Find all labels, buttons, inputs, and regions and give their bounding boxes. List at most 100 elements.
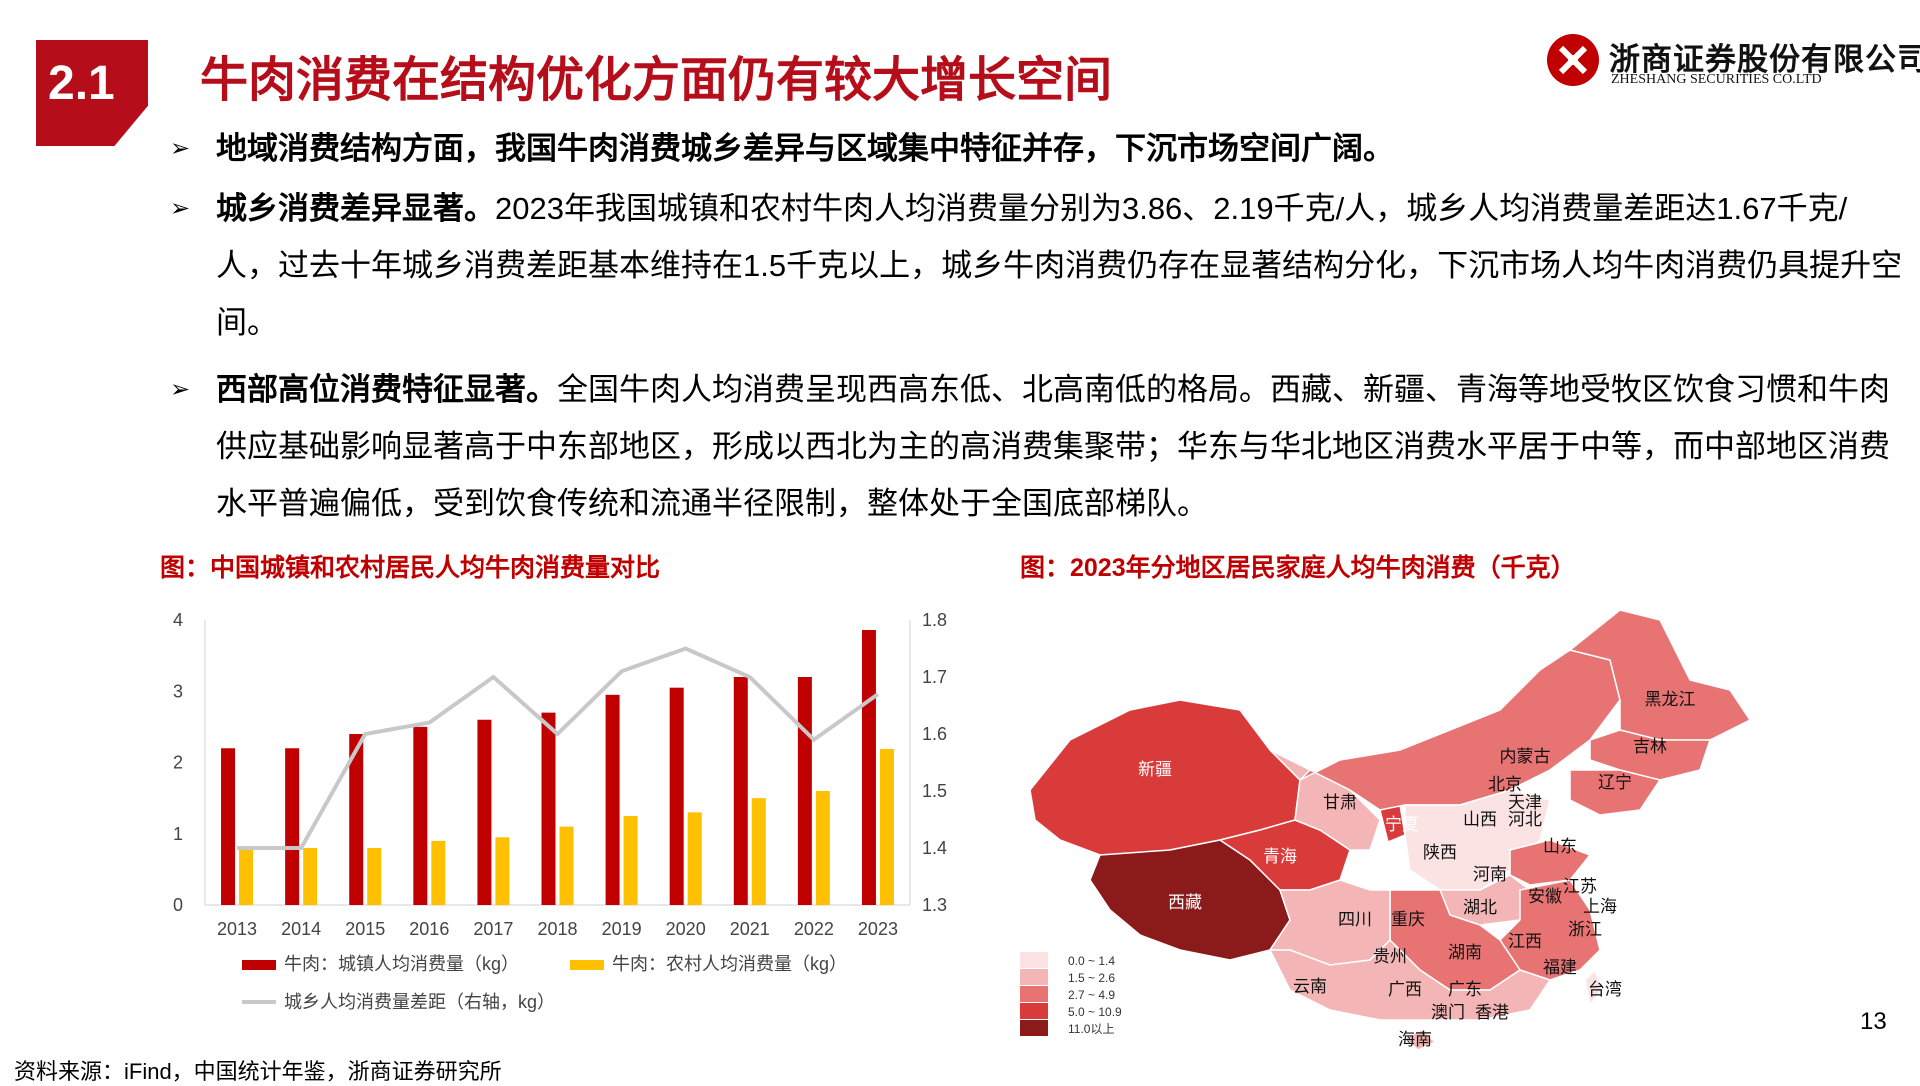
bar-urban xyxy=(285,748,300,905)
bar-rural xyxy=(687,812,702,905)
map-region-label: 台湾 xyxy=(1588,980,1622,999)
province-hainan xyxy=(1403,1029,1437,1050)
map-region-label: 北京 xyxy=(1488,775,1522,794)
x-tick-label: 2018 xyxy=(537,919,577,939)
bar-rural xyxy=(751,798,766,905)
province-east xyxy=(1499,879,1601,981)
map-region-label: 湖南 xyxy=(1448,943,1482,962)
bar-urban xyxy=(797,677,812,905)
map-region-label: 河南 xyxy=(1473,865,1507,884)
bar-urban xyxy=(221,748,236,905)
y-left-tick-label: 3 xyxy=(173,681,183,701)
page-number: 13 xyxy=(1860,1008,1887,1035)
legend-swatch-urban xyxy=(242,960,276,970)
bar-urban xyxy=(541,712,556,905)
source-note: 资料来源：iFind，中国统计年鉴，浙商证券研究所 xyxy=(14,1059,502,1084)
section-number-badge: 2.1 xyxy=(36,40,148,146)
map-region-label: 浙江 xyxy=(1568,920,1602,939)
map-region-label: 澳门 xyxy=(1431,1003,1465,1022)
x-tick-label: 2016 xyxy=(409,919,449,939)
legend-label-rural: 牛肉：农村人均消费量（kg） xyxy=(612,954,847,974)
map-region-label: 辽宁 xyxy=(1598,773,1632,792)
map-legend-swatch xyxy=(1020,986,1048,1002)
bullet-1-lead: 地域消费结构方面，我国牛肉消费城乡差异与区域集中特征并存，下沉市场空间广阔。 xyxy=(216,131,1394,166)
x-tick-label: 2020 xyxy=(666,919,706,939)
bullet-arrow-icon: ➢ xyxy=(170,135,191,162)
figure-right-title: 图：2023年分地区居民家庭人均牛肉消费（千克） xyxy=(1020,554,1576,582)
bar-rural xyxy=(431,840,446,905)
province-taiwan xyxy=(1584,968,1603,1007)
map-region-label: 江西 xyxy=(1508,932,1542,951)
map-legend-label: 1.5 ~ 2.6 xyxy=(1068,971,1115,985)
company-logo: 浙商证券股份有限公司 ZHESHANG SECURITIES CO.LTD xyxy=(1545,30,1920,92)
x-tick-label: 2022 xyxy=(794,919,834,939)
map-region-label: 贵州 xyxy=(1373,947,1407,966)
map-region-label: 青海 xyxy=(1263,847,1297,866)
map-legend-swatch xyxy=(1020,969,1048,985)
y-right-tick-label: 1.8 xyxy=(922,610,947,630)
x-tick-label: 2015 xyxy=(345,919,385,939)
beef-consumption-chart: 0 1 2 3 4 1.3 1.4 1.5 1.6 1.7 1.8 2013 2014 2015 2016 2… xyxy=(173,610,947,1012)
x-tick-label: 2023 xyxy=(858,919,898,939)
map-legend-swatch xyxy=(1020,952,1048,968)
bar-rural xyxy=(559,826,574,905)
map-region-label: 山东 xyxy=(1543,837,1577,856)
map-legend-label: 0.0 ~ 1.4 xyxy=(1068,954,1115,968)
map-legend-label: 2.7 ~ 4.9 xyxy=(1068,988,1115,1002)
map-region-label: 香港 xyxy=(1475,1003,1509,1022)
y-left-tick-label: 0 xyxy=(173,895,183,915)
map-region-label: 黑龙江 xyxy=(1645,690,1696,709)
map-region-label: 广东 xyxy=(1448,980,1482,999)
figure-left-title: 图：中国城镇和农村居民人均牛肉消费量对比 xyxy=(160,554,661,582)
legend-swatch-rural xyxy=(570,960,604,970)
bullet-3-body: 全国牛肉人均消费呈现西高东低、北高南低的格局。西藏、新疆、青海等地受牧区饮食习惯… xyxy=(216,372,1890,521)
bar-urban xyxy=(477,719,492,905)
gap-line xyxy=(237,646,880,850)
bar-rural xyxy=(303,848,318,905)
company-emblem-icon xyxy=(1547,34,1599,86)
bar-urban xyxy=(861,629,876,905)
map-legend-swatch xyxy=(1020,1020,1048,1036)
y-left-tick-label: 4 xyxy=(173,610,183,630)
y-left-tick-label: 1 xyxy=(173,824,183,844)
page-title: 牛肉消费在结构优化方面仍有较大增长空间 xyxy=(200,54,1113,107)
province-inner-mongolia xyxy=(1299,649,1621,811)
y-right-tick-label: 1.3 xyxy=(922,895,947,915)
bullet-3-lead: 西部高位消费特征显著。 xyxy=(216,372,557,407)
map-legend-label: 11.0以上 xyxy=(1068,1022,1114,1036)
bar-rural xyxy=(879,748,894,905)
map-region-label: 福建 xyxy=(1543,958,1577,977)
x-tick-label: 2021 xyxy=(730,919,770,939)
x-tick-label: 2014 xyxy=(281,919,321,939)
legend-label-urban: 牛肉：城镇人均消费量（kg） xyxy=(284,954,519,974)
y-right-tick-label: 1.7 xyxy=(922,667,947,687)
x-tick-label: 2017 xyxy=(473,919,513,939)
bullet-arrow-icon: ➢ xyxy=(170,376,191,403)
y-right-tick-label: 1.4 xyxy=(922,838,947,858)
map-region-label: 四川 xyxy=(1338,910,1372,929)
map-region-label: 广西 xyxy=(1388,980,1422,999)
map-region-label: 江苏 xyxy=(1563,877,1597,896)
map-region-label: 陕西 xyxy=(1423,843,1457,862)
map-region-label: 西藏 xyxy=(1168,893,1202,912)
bar-urban xyxy=(605,694,620,905)
y-right-tick-label: 1.6 xyxy=(922,724,947,744)
map-region-label: 上海 xyxy=(1583,897,1617,916)
company-name-en: ZHESHANG SECURITIES CO.LTD xyxy=(1611,72,1822,87)
bar-urban xyxy=(669,687,684,905)
map-region-label: 新疆 xyxy=(1138,760,1172,779)
x-tick-label: 2013 xyxy=(217,919,257,939)
map-region-label: 山西 xyxy=(1463,810,1497,829)
map-region-label: 宁夏 xyxy=(1385,815,1419,834)
map-region-label: 天津 xyxy=(1508,793,1542,812)
map-legend-swatch xyxy=(1020,1003,1048,1019)
bullet-arrow-icon: ➢ xyxy=(170,195,191,222)
province-heilongjiang xyxy=(1568,609,1752,741)
bar-rural xyxy=(623,815,638,905)
province-qinghai xyxy=(1218,819,1351,891)
province-south xyxy=(1268,938,1552,1021)
bar-urban xyxy=(733,677,748,905)
y-right-tick-label: 1.5 xyxy=(922,781,947,801)
map-region-label: 海南 xyxy=(1398,1030,1432,1049)
